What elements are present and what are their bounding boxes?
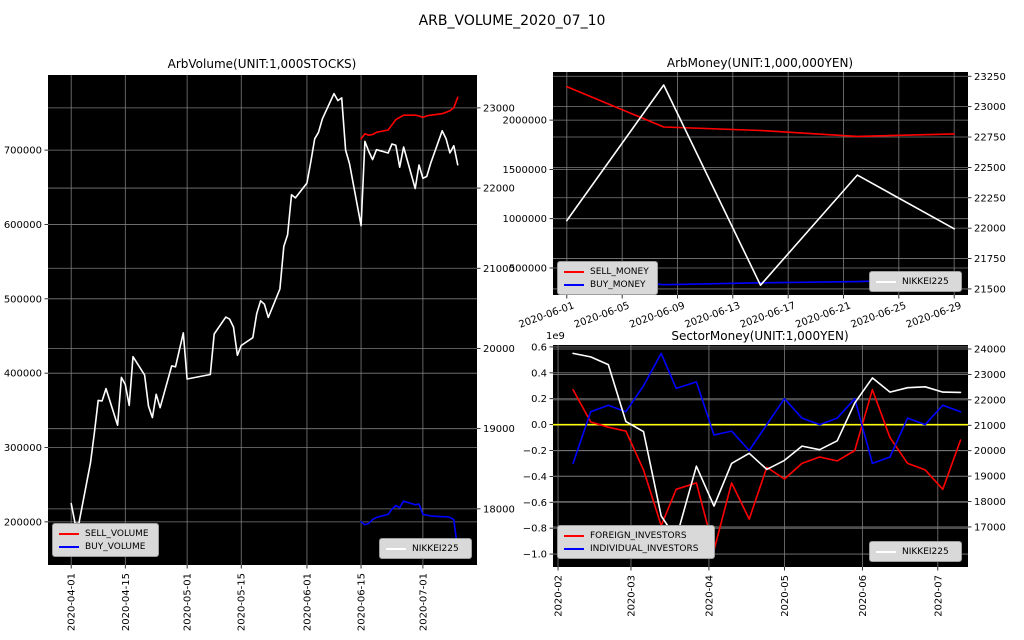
series-buy-volume — [360, 500, 459, 551]
y1-tick-label: 300000 — [4, 443, 42, 454]
x-tick-label: 2020-05 — [780, 575, 791, 617]
x-tick-label: 2020-06-17 — [739, 300, 797, 330]
x-tick-label: 2020-06-21 — [794, 300, 852, 330]
y1-tick-label: −1.0 — [523, 550, 547, 561]
plot-background — [553, 72, 968, 295]
series-sell-money — [565, 85, 956, 138]
y2-tick-label: 20000 — [483, 344, 515, 355]
series-nikkei225 — [572, 352, 962, 540]
y2-tick-label: 24000 — [974, 344, 1006, 355]
y1-tick-label: 700000 — [4, 146, 42, 157]
plot-background — [48, 75, 477, 565]
y2-tick-label: 21000 — [974, 421, 1006, 432]
y2-tick-label: 19000 — [483, 424, 515, 435]
x-tick-label: 2020-06 — [858, 575, 869, 617]
x-tick-label: 2020-06-01 — [517, 300, 575, 330]
x-tick-label: 2020-02 — [554, 575, 565, 617]
chart-title-sectormoney: SectorMoney(UNIT:1,000YEN) — [671, 329, 848, 343]
y2-tick-label: 18000 — [974, 497, 1006, 508]
y1-tick-label: 400000 — [4, 369, 42, 380]
y1-tick-label: −0.8 — [523, 524, 547, 535]
y1-tick-label: 200000 — [4, 517, 42, 528]
x-tick-label: 2020-07 — [933, 575, 944, 617]
y1-tick-label: 600000 — [4, 220, 42, 231]
plot-background — [553, 345, 968, 567]
series-individual-investors — [572, 352, 962, 465]
x-tick-label: 2020-06-05 — [573, 300, 631, 330]
y2-tick-label: 22000 — [974, 224, 1006, 235]
x-tick-label: 2020-05-01 — [183, 573, 194, 631]
y2-tick-label: 23000 — [483, 103, 515, 114]
y1-tick-label: 2000000 — [502, 116, 547, 127]
y2-tick-label: 22750 — [974, 133, 1006, 144]
series-nikkei225 — [70, 92, 459, 525]
y1-tick-label: 0.2 — [531, 394, 547, 405]
y2-tick-label: 22500 — [974, 163, 1006, 174]
chart-arbvolume: 200000 300000 400000 500000 600000 700000 1800… — [4, 57, 515, 631]
y1-tick-label: 1500000 — [502, 165, 547, 176]
x-tick-label: 2020-06-01 — [302, 573, 313, 631]
y2-tick-label: 17000 — [974, 522, 1006, 533]
series-nikkei225 — [565, 84, 956, 287]
y1-tick-label: 0.6 — [531, 342, 547, 353]
x-tick-label: 2020-06-25 — [849, 300, 907, 330]
y2-tick-label: 18000 — [483, 504, 515, 515]
x-tick-label: 2020-06-15 — [357, 573, 368, 631]
series-foreign-investors — [572, 388, 962, 552]
y1-tick-label: −0.2 — [523, 446, 547, 457]
y1-tick-label: −0.6 — [523, 498, 547, 509]
chart-arbmoney: 500000 1000000 1500000 2000000 21500 21750 220… — [502, 56, 1005, 331]
y1-tick-label: 0.0 — [531, 420, 547, 431]
y2-tick-label: 21750 — [974, 254, 1006, 265]
chart-sectormoney: −1.0 −0.8 −0.6 −0.4 −0.2 0.0 0.2 0.4 0.6 17000 180… — [523, 329, 1006, 617]
x-tick-label: 2020-04-15 — [121, 573, 132, 631]
axis-offset-label: 1e9 — [546, 331, 565, 342]
y1-tick-label: 500000 — [4, 294, 42, 305]
x-tick-label: 2020-06-13 — [683, 300, 741, 330]
y2-tick-label: 21000 — [483, 264, 515, 275]
y2-tick-label: 22250 — [974, 193, 1006, 204]
y2-tick-label: 23250 — [974, 72, 1006, 83]
chart-title-arbvolume: ArbVolume(UNIT:1,000STOCKS) — [168, 57, 357, 71]
y1-tick-label: 1000000 — [502, 214, 547, 225]
y1-tick-label: 500000 — [509, 263, 547, 274]
y2-tick-label: 22000 — [483, 184, 515, 195]
y2-tick-label: 20000 — [974, 446, 1006, 457]
y1-tick-label: −0.4 — [523, 472, 547, 483]
chart-title-arbmoney: ArbMoney(UNIT:1,000,000YEN) — [667, 56, 853, 70]
y1-tick-label: 0.4 — [531, 368, 547, 379]
y2-tick-label: 22000 — [974, 395, 1006, 406]
y2-tick-label: 21500 — [974, 284, 1006, 295]
x-tick-label: 2020-06-29 — [905, 300, 963, 330]
x-tick-label: 2020-05-15 — [237, 573, 248, 631]
y2-tick-label: 23000 — [974, 370, 1006, 381]
series-sell-volume — [360, 96, 459, 140]
y2-tick-label: 23000 — [974, 102, 1006, 113]
x-tick-label: 2020-03 — [626, 575, 637, 617]
x-tick-label: 2020-06-09 — [628, 300, 686, 330]
y2-tick-label: 19000 — [974, 472, 1006, 483]
x-tick-label: 2020-07-01 — [418, 573, 429, 631]
figure-title: ARB_VOLUME_2020_07_10 — [418, 13, 606, 29]
x-tick-label: 2020-04 — [704, 575, 715, 617]
x-tick-label: 2020-04-01 — [67, 573, 78, 631]
